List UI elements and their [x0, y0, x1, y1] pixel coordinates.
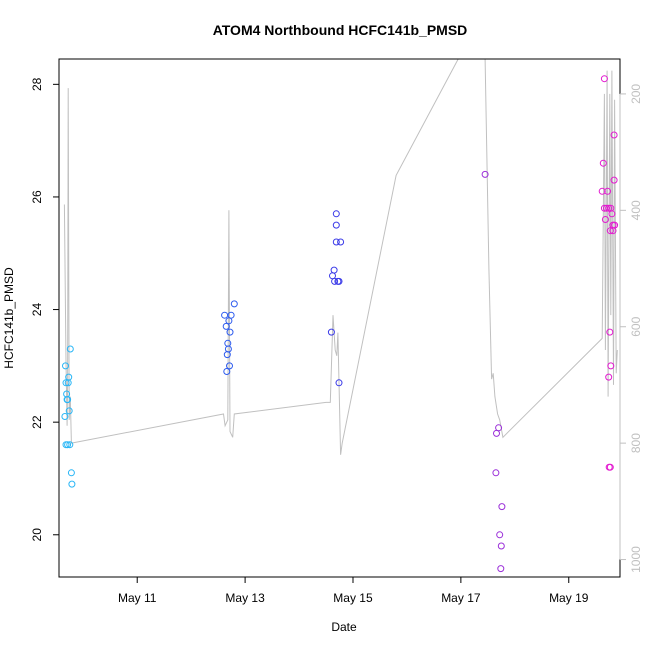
x-tick-label: May 15: [333, 591, 373, 605]
x-axis: May 11 May 13 May 15 May 17 May 19: [118, 576, 589, 605]
data-point: [65, 407, 73, 415]
data-point: [332, 221, 340, 229]
data-point: [61, 413, 69, 420]
data-point: [225, 317, 233, 325]
data-point: [335, 379, 343, 387]
data-point: [603, 204, 610, 212]
data-point: [606, 227, 614, 235]
data-point: [327, 328, 335, 336]
data-point: [67, 469, 75, 477]
y2-tick-label: 1000: [629, 546, 643, 573]
data-point: [332, 238, 340, 246]
data-point: [606, 328, 614, 336]
data-point: [335, 277, 343, 285]
data-point: [610, 176, 618, 184]
data-point: [609, 227, 617, 235]
y2-tick-label: 600: [629, 316, 643, 336]
data-point: [227, 311, 235, 319]
x-axis-label: Date: [331, 620, 357, 634]
y2-tick-label: 400: [629, 200, 643, 220]
data-point: [226, 328, 234, 336]
y2-tick-label: 800: [629, 433, 643, 453]
data-point: [498, 503, 506, 511]
y2-axis: 200 400 600 800 1000: [619, 84, 643, 573]
data-point: [221, 311, 229, 319]
data-point: [610, 131, 618, 139]
data-point: [481, 170, 489, 178]
data-point: [332, 210, 340, 218]
y-tick-label: 20: [30, 528, 44, 542]
data-point: [604, 187, 612, 195]
data-point: [337, 238, 345, 246]
y-tick-label: 28: [30, 77, 44, 91]
y-axis: 20 22 24 26 28: [30, 77, 60, 542]
x-tick-label: May 19: [549, 591, 589, 605]
data-point: [230, 300, 238, 308]
plot-frame: [58, 58, 621, 578]
data-point: [226, 362, 233, 370]
data-point: [605, 204, 613, 212]
y-axis-label: HCFC141b_PMSD: [2, 267, 16, 369]
data-point: [62, 379, 70, 387]
data-point: [65, 373, 73, 381]
data-point: [222, 322, 230, 330]
data-point: [62, 362, 69, 370]
data-point: [64, 396, 72, 404]
data-point: [606, 463, 614, 471]
y-tick-label: 22: [30, 415, 44, 429]
x-tick-label: May 11: [118, 591, 157, 605]
chart-title: ATOM4 Northbound HCFC141b_PMSD: [213, 22, 468, 38]
data-point: [598, 187, 606, 195]
data-point: [64, 441, 72, 449]
altitude-line-layer: [63, 59, 618, 455]
data-point: [330, 266, 338, 274]
data-point: [600, 75, 608, 83]
y-tick-label: 26: [30, 190, 44, 204]
data-point: [496, 531, 504, 539]
x-tick-label: May 13: [225, 591, 265, 605]
altitude-series-line: [63, 59, 618, 455]
data-point: [601, 216, 609, 223]
data-point: [223, 368, 231, 375]
data-point: [68, 480, 76, 488]
data-point: [608, 210, 616, 218]
data-point: [497, 542, 505, 550]
y2-tick-label: 200: [629, 84, 643, 104]
data-point: [599, 159, 607, 167]
data-point: [607, 362, 615, 370]
data-point: [605, 373, 613, 381]
points-layer: [61, 75, 619, 573]
data-point: [495, 424, 503, 432]
data-point: [497, 565, 505, 573]
data-point: [492, 469, 500, 477]
data-point: [223, 351, 231, 359]
data-point: [66, 345, 74, 353]
x-tick-label: May 17: [441, 591, 481, 605]
data-point: [331, 277, 339, 285]
data-point: [66, 441, 74, 449]
y-tick-label: 24: [30, 303, 44, 317]
